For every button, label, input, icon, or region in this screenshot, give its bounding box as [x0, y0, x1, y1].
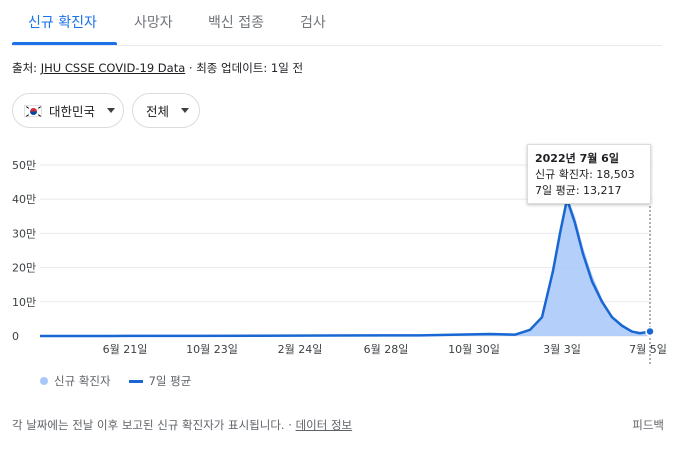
source-prefix: 출처: [12, 61, 41, 75]
y-tick-label: 50만 [12, 159, 36, 172]
country-dropdown[interactable]: 대한민국 [12, 93, 124, 128]
footer-note: 각 날짜에는 전날 이후 보고된 신규 확진자가 표시됩니다. · 데이터 정보 [12, 417, 352, 433]
chevron-down-icon [181, 108, 190, 113]
x-tick-label: 10월 23일 [186, 342, 238, 356]
hover-point [645, 326, 655, 337]
tooltip-cases: 신규 확진자: 18,503 [535, 168, 635, 181]
y-tick-label: 0 [12, 330, 19, 343]
chart-legend: 신규 확진자 7일 평균 [40, 373, 191, 389]
tab-deaths[interactable]: 사망자 [134, 15, 173, 31]
source-link[interactable]: JHU CSSE COVID-19 Data [40, 61, 186, 75]
legend-bars-swatch [40, 377, 48, 385]
legend-average-label: 7일 평균 [148, 374, 192, 388]
tab-vaccinations[interactable]: 백신 접종 [208, 15, 264, 31]
footer-text: 각 날짜에는 전날 이후 보고된 신규 확진자가 표시됩니다. · [12, 418, 296, 432]
x-tick-label: 3월 3일 [543, 342, 581, 356]
chevron-down-icon [107, 108, 116, 113]
y-tick-label: 30만 [12, 227, 36, 240]
region-dropdown[interactable]: 전체 [132, 93, 200, 128]
daily-cases-bars [40, 195, 650, 336]
x-tick-label: 6월 21일 [103, 342, 148, 356]
active-tab-indicator [12, 42, 117, 45]
x-tick-label: 10월 30일 [448, 342, 500, 356]
tab-tests[interactable]: 검사 [300, 15, 326, 31]
metric-tabs: 신규 확진자 사망자 백신 접종 검사 [12, 0, 662, 46]
y-tick-label: 10만 [12, 296, 36, 309]
x-tick-label: 6월 28일 [364, 342, 409, 356]
tooltip-date: 2022년 7월 6일 [535, 152, 619, 165]
legend-line-swatch [128, 379, 143, 383]
seven-day-average-line [40, 197, 651, 338]
feedback-link[interactable]: 피드백 [632, 418, 664, 432]
tab-new-cases[interactable]: 신규 확진자 [28, 15, 97, 31]
last-updated: · 최종 업데이트: 1일 전 [185, 61, 304, 75]
y-tick-label: 40만 [12, 193, 36, 206]
tooltip-average: 7일 평균: 13,217 [535, 184, 622, 197]
country-label: 대한민국 [49, 104, 96, 119]
data-info-link[interactable]: 데이터 정보 [295, 418, 353, 432]
x-tick-label: 2월 24일 [278, 342, 323, 356]
legend-cases-label: 신규 확진자 [54, 374, 111, 388]
y-tick-label: 20만 [12, 262, 36, 275]
source-line: 출처: JHU CSSE COVID-19 Data · 최종 업데이트: 1일… [12, 60, 303, 76]
korea-flag-icon [24, 104, 42, 117]
x-tick-label: 7월 5일 [629, 342, 667, 356]
region-label: 전체 [146, 104, 170, 119]
chart-tooltip: 2022년 7월 6일 신규 확진자: 18,503 7일 평균: 13,217 [527, 144, 651, 204]
